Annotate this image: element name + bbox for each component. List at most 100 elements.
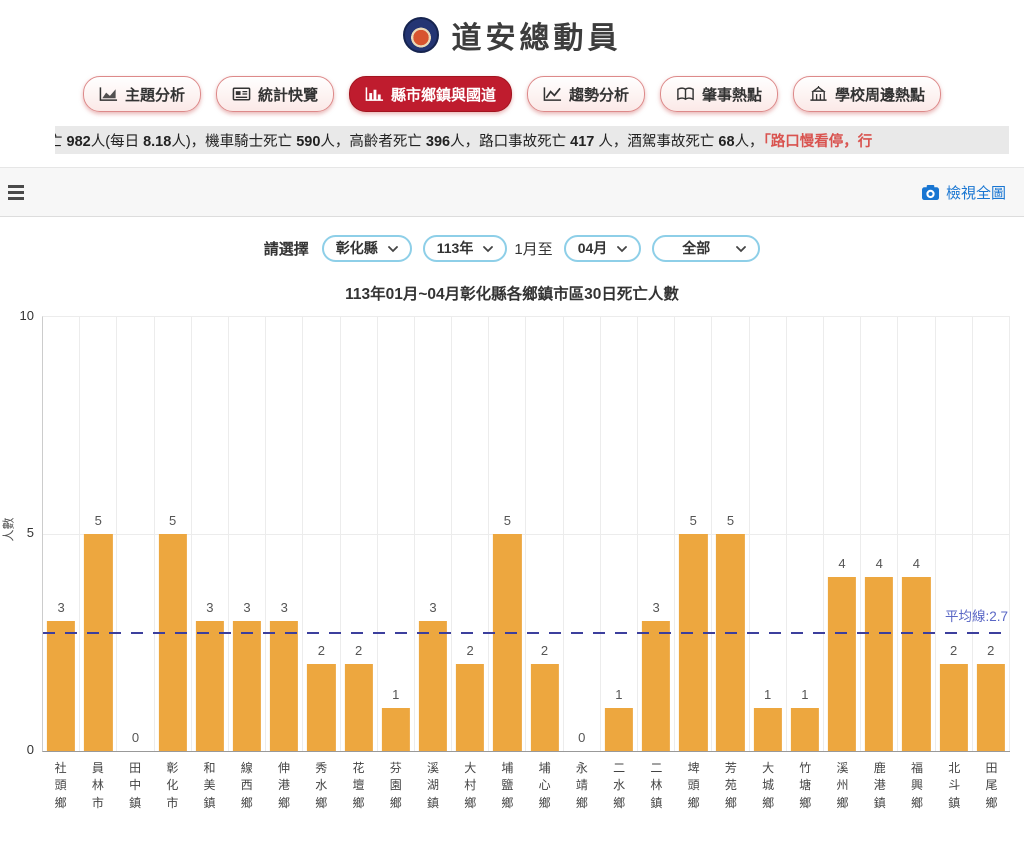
tab-school-hotspot[interactable]: 學校周邊熱點 [793, 76, 942, 112]
y-tick-5: 5 [26, 525, 34, 540]
bar-value-label: 4 [912, 556, 921, 572]
bar [902, 577, 931, 751]
tab-stats-overview[interactable]: 統計快覽 [215, 76, 334, 112]
bar [307, 664, 336, 751]
bar-value-label: 2 [949, 643, 958, 659]
filter-label: 請選擇 [263, 240, 309, 258]
toolbar: 檢視全圖 [0, 167, 1024, 217]
bar-column: 2 [341, 317, 378, 751]
bar-column: 4 [824, 317, 862, 751]
x-axis-label: 埔 鹽 鄉 [501, 761, 514, 810]
filter-bar: 請選擇 彰化縣 113年 1月至 04月 全部 [0, 233, 1024, 263]
view-full-button[interactable]: 檢視全圖 [915, 181, 1012, 204]
ticker-highlight-segment: 「路口慢看停，行 [763, 133, 873, 150]
x-axis-label: 大 村 鄉 [464, 761, 477, 810]
chevron-down-icon [483, 240, 494, 256]
county-select[interactable]: 彰化縣 [321, 234, 412, 262]
news-icon [232, 86, 251, 102]
x-axis-label: 員 林 市 [91, 761, 104, 810]
x-axis-label: 二 水 鄉 [613, 761, 626, 810]
bar-value-label: 5 [169, 513, 177, 528]
bar [232, 620, 262, 751]
bar-column: 5 [489, 317, 527, 751]
tab-label: 肇事熱點 [702, 86, 763, 104]
tab-county-township[interactable]: 縣市鄉鎮與國道 [348, 76, 512, 112]
bar-column: 2 [303, 317, 341, 751]
bar [418, 620, 448, 751]
bar-value-label: 1 [615, 686, 623, 702]
bar-value-label: 5 [689, 513, 697, 528]
bar [716, 534, 745, 751]
tab-label: 縣市鄉鎮與國道 [390, 86, 496, 104]
bar [790, 707, 819, 751]
bar-value-label: 5 [726, 513, 735, 528]
x-axis-label: 大 城 鄉 [762, 761, 775, 810]
bar-column: 5 [675, 317, 713, 751]
chevron-down-icon [387, 240, 398, 256]
title-row: 道安總動員 [0, 12, 1024, 58]
bar [865, 577, 894, 751]
x-axis-label: 竹 塘 鄉 [799, 761, 812, 810]
x-axis-label: 秀 水 鄉 [315, 761, 328, 810]
bar-value-label: 1 [801, 686, 809, 702]
bar-value-label: 3 [243, 599, 251, 615]
bar [827, 577, 857, 751]
x-axis-label: 北 斗 鎮 [948, 761, 961, 810]
hamburger-menu-icon[interactable] [4, 181, 28, 204]
bar-value-label: 2 [354, 643, 363, 659]
bar [939, 664, 968, 751]
bar-column: 2 [526, 317, 564, 751]
tab-label: 主題分析 [124, 86, 185, 104]
bar-value-label: 2 [987, 643, 995, 659]
x-axis-label: 田 中 鎮 [129, 761, 142, 810]
x-axis-label: 埤 頭 鄉 [687, 761, 700, 810]
ticker-text: 亡 982人(每日 8.18人)，機車騎士死亡 590人，高齡者死亡 396人，… [55, 130, 872, 151]
bar-value-label: 0 [578, 730, 586, 745]
ticker-segment: 亡 982人(每日 8.18人)，機車騎士死亡 590人，高齡者死亡 396人，… [55, 133, 764, 150]
bar [530, 664, 559, 751]
bar [604, 707, 634, 751]
average-line-label: 平均線:2.7 [944, 608, 1008, 624]
bar-column: 3 [266, 317, 304, 751]
category-select[interactable]: 全部 [652, 234, 761, 262]
bar [84, 534, 113, 751]
bar-column: 3 [415, 317, 453, 751]
bar [158, 534, 187, 751]
month-from-text: 1月至 [514, 240, 553, 258]
bar-value-label: 3 [206, 599, 214, 615]
x-axis-label: 田 尾 鄉 [985, 761, 998, 810]
bar [381, 707, 410, 751]
county-select-value: 彰化縣 [335, 240, 378, 256]
x-axis-label: 社 頭 鄉 [54, 761, 67, 810]
bar-column: 3 [638, 317, 676, 751]
tab-trend-analysis[interactable]: 趨勢分析 [527, 76, 646, 112]
year-select[interactable]: 113年 [422, 234, 508, 262]
bar [456, 664, 485, 751]
bar-column: 3 [192, 317, 229, 751]
bar-column: 5 [712, 317, 750, 751]
x-axis-labels: 社 頭 鄉員 林 市田 中 鎮彰 化 市和 美 鎮線 西 鄉伸 港 鄉秀 水 鄉… [42, 760, 1010, 812]
bar-value-label: 3 [429, 599, 437, 615]
plot-area: 平均線:2.7 3 5 0 5 3 3 3 2 2 1 3 2 5 2 0 1 3 5 5 1 1 4 4 4 2 2 [42, 316, 1010, 752]
bar-column: 5 [155, 317, 192, 751]
chevron-down-icon [617, 240, 628, 256]
bar [679, 534, 708, 751]
x-axis-label: 鹿 港 鎮 [873, 761, 886, 810]
tab-label: 統計快覽 [257, 86, 318, 104]
bar [46, 620, 76, 751]
x-axis-label: 溪 州 鄉 [836, 761, 849, 810]
tab-accident-hotspot[interactable]: 肇事熱點 [660, 76, 779, 112]
bar [270, 620, 299, 751]
bar-column: 1 [750, 317, 787, 751]
bar [493, 534, 522, 751]
bar [344, 664, 373, 751]
x-axis-label: 溪 湖 鎮 [426, 761, 439, 810]
tab-theme-analysis[interactable]: 主題分析 [82, 76, 201, 112]
map-book-icon [676, 86, 695, 102]
month-to-select[interactable]: 04月 [563, 234, 642, 262]
bar-value-label: 1 [392, 686, 400, 702]
bar-value-label: 3 [652, 599, 660, 615]
year-select-value: 113年 [436, 240, 474, 256]
